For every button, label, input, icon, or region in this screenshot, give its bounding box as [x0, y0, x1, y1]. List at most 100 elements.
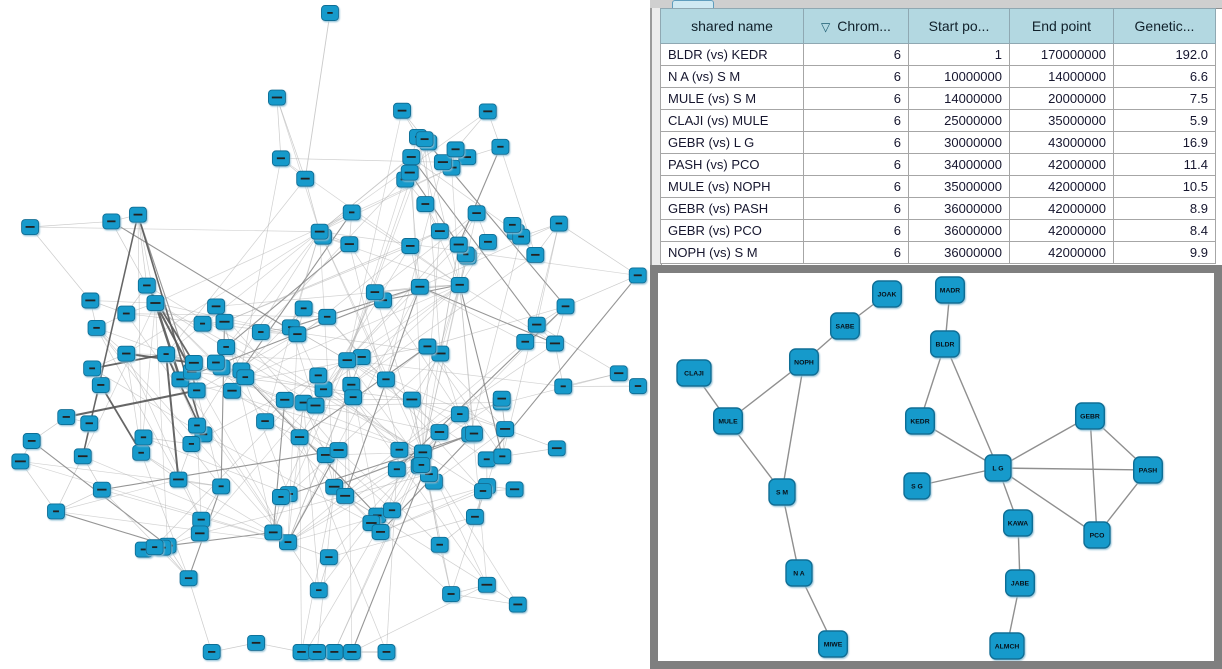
network-node[interactable] — [247, 634, 266, 651]
network-node[interactable] — [193, 315, 212, 332]
network-node[interactable] — [236, 369, 255, 386]
cell-chromosome[interactable]: 6 — [803, 65, 909, 88]
network-node[interactable] — [129, 206, 147, 223]
network-node[interactable] — [296, 170, 315, 187]
network-node[interactable] — [450, 406, 469, 423]
network-node[interactable] — [416, 196, 435, 213]
network-node[interactable] — [474, 483, 492, 500]
cell-start-point[interactable]: 34000000 — [908, 153, 1010, 176]
cell-end-point[interactable]: 42000000 — [1009, 241, 1114, 264]
cell-genetic[interactable]: 5.9 — [1113, 109, 1216, 132]
network-node[interactable] — [628, 267, 647, 284]
cell-start-point[interactable]: 14000000 — [908, 87, 1010, 110]
network-node[interactable] — [402, 149, 421, 166]
cell-genetic[interactable]: 11.4 — [1113, 153, 1216, 176]
cell-end-point[interactable]: 14000000 — [1009, 65, 1114, 88]
network-node[interactable] — [402, 391, 421, 408]
network-node[interactable] — [184, 354, 203, 371]
network-node[interactable] — [275, 391, 294, 408]
node-KEDR[interactable]: KEDR — [904, 407, 935, 435]
network-node[interactable] — [102, 213, 121, 230]
network-node[interactable] — [609, 365, 628, 382]
cell-start-point[interactable]: 36000000 — [908, 219, 1010, 242]
network-node[interactable] — [309, 367, 328, 384]
network-node[interactable] — [137, 277, 156, 294]
cell-genetic[interactable]: 8.9 — [1113, 197, 1216, 220]
cell-shared-name[interactable]: N A (vs) S M — [660, 65, 804, 88]
network-node[interactable] — [446, 141, 465, 158]
network-node[interactable] — [81, 292, 100, 309]
network-node[interactable] — [57, 409, 76, 425]
network-node[interactable] — [319, 549, 338, 566]
cell-chromosome[interactable]: 6 — [803, 175, 909, 198]
node-MADR[interactable]: MADR — [935, 276, 966, 304]
network-node[interactable] — [342, 204, 361, 221]
network-node[interactable] — [80, 415, 99, 432]
node-N A[interactable]: N A — [785, 559, 813, 587]
network-node[interactable] — [325, 644, 344, 660]
cell-genetic[interactable]: 192.0 — [1113, 43, 1216, 66]
node-CLAJI[interactable]: CLAJI — [676, 359, 712, 387]
network-node[interactable] — [629, 378, 647, 395]
network-node[interactable] — [187, 382, 206, 399]
network-node[interactable] — [546, 335, 564, 352]
column-header-shared-name[interactable]: shared name — [660, 8, 804, 44]
node-NOPH[interactable]: NOPH — [788, 348, 819, 376]
network-node[interactable] — [146, 295, 165, 312]
cell-shared-name[interactable]: NOPH (vs) S M — [660, 241, 804, 264]
network-node[interactable] — [22, 433, 41, 449]
cell-genetic[interactable]: 10.5 — [1113, 175, 1216, 198]
cell-chromosome[interactable]: 6 — [803, 153, 909, 176]
network-node[interactable] — [477, 451, 496, 468]
network-node[interactable] — [145, 539, 164, 556]
network-node[interactable] — [309, 582, 328, 599]
cell-chromosome[interactable]: 6 — [803, 241, 909, 264]
cell-start-point[interactable]: 1 — [908, 43, 1010, 66]
network-node[interactable] — [47, 503, 65, 520]
network-node[interactable] — [179, 570, 198, 587]
cell-end-point[interactable]: 42000000 — [1009, 175, 1114, 198]
network-node[interactable] — [430, 223, 449, 240]
node-S G[interactable]: S G — [903, 472, 931, 500]
network-node[interactable] — [496, 421, 515, 437]
cell-chromosome[interactable]: 6 — [803, 43, 909, 66]
column-header-end-point[interactable]: End point — [1009, 8, 1114, 44]
network-node[interactable] — [288, 326, 307, 343]
network-node[interactable] — [390, 441, 409, 458]
cell-shared-name[interactable]: GEBR (vs) L G — [660, 131, 804, 154]
edge-L G-PCO[interactable] — [997, 467, 1098, 536]
network-node[interactable] — [169, 471, 188, 488]
cell-end-point[interactable]: 20000000 — [1009, 87, 1114, 110]
network-node[interactable] — [344, 389, 363, 406]
network-node[interactable] — [478, 233, 497, 250]
network-node[interactable] — [556, 298, 575, 315]
network-node[interactable] — [188, 417, 206, 434]
cell-chromosome[interactable]: 6 — [803, 197, 909, 220]
network-node[interactable] — [430, 536, 449, 553]
network-node[interactable] — [526, 246, 545, 263]
network-node[interactable] — [279, 534, 297, 551]
network-node[interactable] — [92, 481, 111, 498]
edge-L G-PASH[interactable] — [997, 467, 1149, 471]
network-node[interactable] — [308, 644, 327, 660]
cell-end-point[interactable]: 35000000 — [1009, 109, 1114, 132]
edge-BLDR-L G[interactable] — [944, 343, 999, 469]
cell-end-point[interactable]: 170000000 — [1009, 43, 1114, 66]
network-node[interactable] — [217, 339, 236, 356]
network-node[interactable] — [73, 448, 92, 465]
network-node[interactable] — [212, 478, 231, 495]
node-SABE[interactable]: SABE — [829, 312, 860, 340]
network-node[interactable] — [340, 236, 359, 253]
network-node[interactable] — [292, 644, 311, 660]
network-node[interactable] — [449, 236, 468, 253]
network-node[interactable] — [493, 448, 512, 465]
network-node[interactable] — [549, 215, 568, 232]
network-node[interactable] — [318, 308, 337, 325]
cell-end-point[interactable]: 42000000 — [1009, 153, 1114, 176]
network-node[interactable] — [477, 576, 496, 593]
network-node[interactable] — [251, 324, 270, 341]
cell-start-point[interactable]: 36000000 — [908, 197, 1010, 220]
network-node[interactable] — [272, 489, 290, 505]
edge-NOPH-S M[interactable] — [781, 361, 805, 493]
network-node[interactable] — [21, 219, 40, 235]
